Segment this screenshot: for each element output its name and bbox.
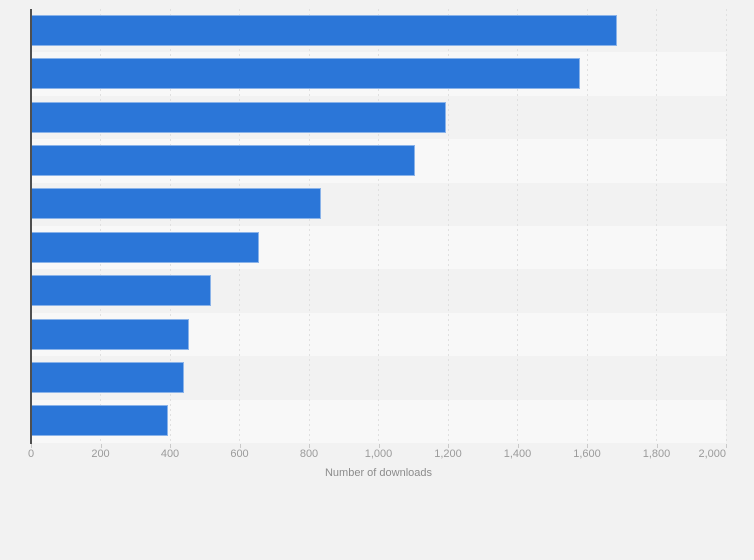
x-tick-label: 1,600 (573, 448, 601, 460)
x-tick (448, 443, 449, 448)
gridline (239, 9, 240, 443)
gridline (169, 9, 171, 443)
x-tick (100, 443, 102, 448)
bar (31, 14, 617, 46)
bar (31, 101, 447, 133)
x-tick-label: 400 (160, 448, 180, 460)
x-axis: 0 200 400 600 800 1,000 1,200 1,400 1,600 1,800 2,… (27, 443, 727, 467)
x-tick (239, 443, 241, 448)
x-tick-label: 1,000 (364, 448, 393, 460)
gridline (308, 9, 310, 443)
x-tick-label: 2,000 (698, 448, 726, 460)
gridline (378, 9, 379, 443)
x-tick (170, 443, 171, 448)
bar (31, 188, 322, 220)
bar (31, 145, 415, 176)
gridline (100, 9, 101, 443)
x-axis-title: Number of downloads (324, 467, 432, 479)
x-tick (378, 443, 380, 448)
gridline (656, 9, 657, 443)
x-tick-label: 1,200 (434, 448, 462, 460)
bar (31, 231, 259, 263)
gridline (447, 9, 449, 443)
x-tick-label: 1,400 (503, 448, 532, 460)
gridline (725, 9, 727, 443)
gridline (517, 9, 518, 443)
bar (31, 58, 581, 90)
x-tick (656, 443, 658, 448)
bar (31, 275, 211, 307)
x-tick (31, 443, 32, 448)
x-tick (587, 443, 588, 448)
x-tick-label: 800 (299, 448, 319, 460)
x-tick-label: 600 (230, 448, 249, 460)
plot-area (31, 9, 727, 443)
x-tick (309, 443, 310, 448)
x-tick (517, 443, 519, 448)
gridline (586, 9, 588, 443)
x-tick-label: 0 (27, 448, 35, 460)
x-tick-label: 200 (91, 448, 110, 460)
x-tick (726, 443, 727, 448)
bar (31, 405, 169, 437)
bar (31, 362, 184, 393)
bar (31, 318, 190, 350)
y-axis-line (30, 9, 32, 444)
x-tick-label: 1,800 (642, 448, 671, 460)
